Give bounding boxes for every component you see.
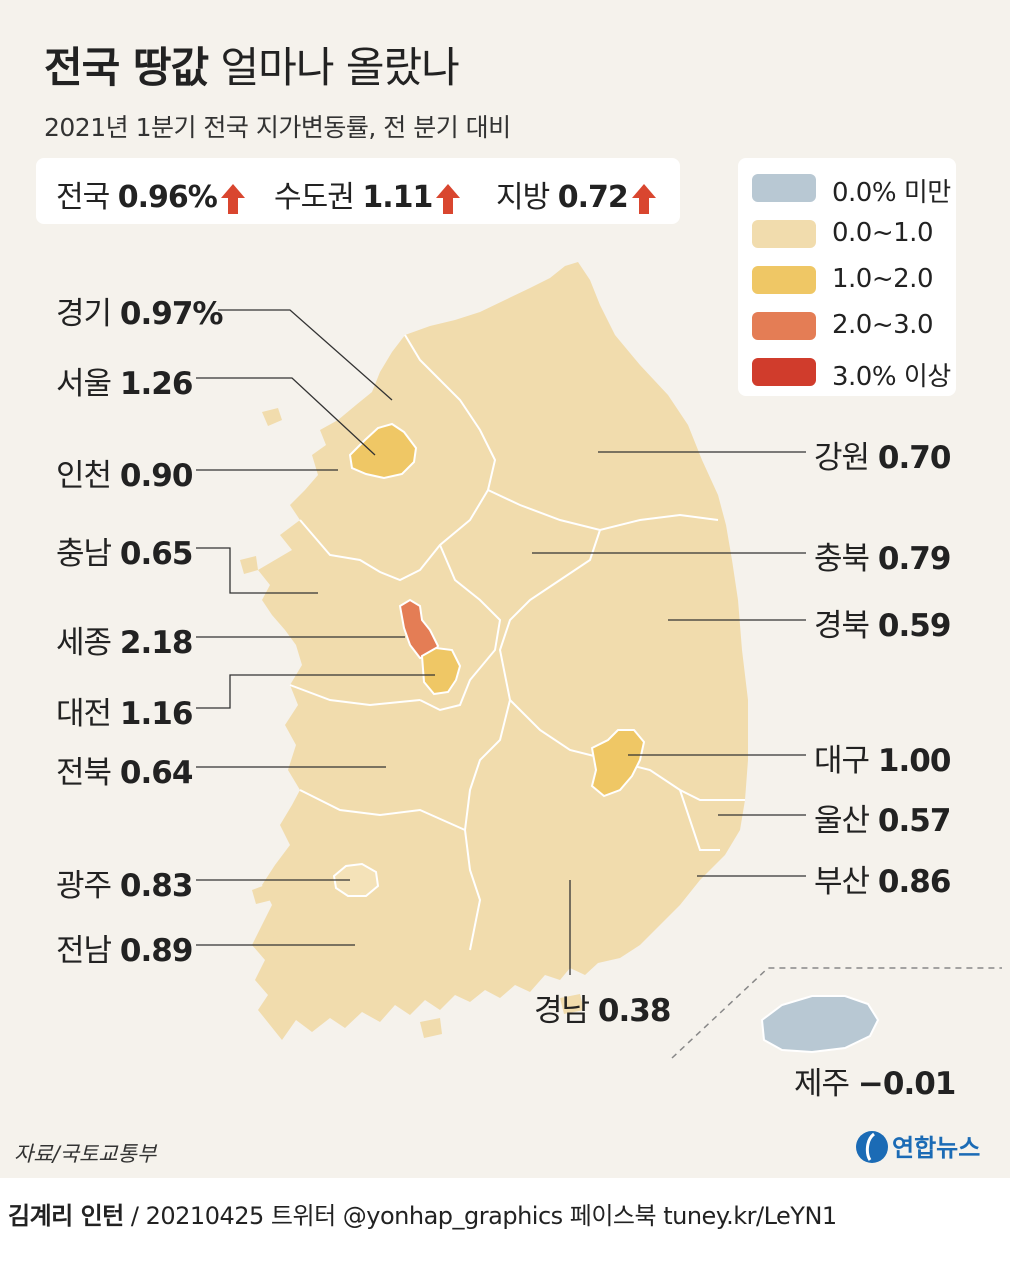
credit-line: 김계리 인턴 / 20210425 트위터 @yonhap_graphics 페… xyxy=(8,1196,837,1231)
label-sejong: 세종 2.18 xyxy=(56,625,193,661)
island-shape xyxy=(240,556,258,574)
subtitle: 2021년 1분기 전국 지가변동률, 전 분기 대비 xyxy=(44,113,511,142)
label-gyeongnam: 경남 0.38 xyxy=(534,993,671,1029)
title-rest: 얼마나 올랐나 xyxy=(220,43,460,92)
label-chungbuk: 충북 0.79 xyxy=(814,541,951,577)
legend-swatch xyxy=(752,358,816,386)
island-shape xyxy=(252,884,272,904)
title-bold: 전국 땅값 xyxy=(44,43,209,92)
label-jeju: 제주 −0.01 xyxy=(794,1066,956,1102)
label-daejeon: 대전 1.16 xyxy=(56,696,193,732)
up-arrow-icon xyxy=(631,183,656,214)
label-ulsan: 울산 0.57 xyxy=(814,803,951,839)
label-chungnam: 충남 0.65 xyxy=(56,536,193,572)
legend: 0.0% 미만 0.0~1.0 1.0~2.0 2.0~3.0 3.0% 이상 xyxy=(738,158,956,396)
island-shape xyxy=(268,996,286,1016)
summary-national: 전국 0.96% xyxy=(56,172,245,216)
label-gyeonggi: 경기 0.97% xyxy=(56,296,223,332)
label-gwangju: 광주 0.83 xyxy=(56,868,193,904)
credit-author: 김계리 인턴 xyxy=(8,1202,124,1230)
label-seoul: 서울 1.26 xyxy=(56,366,193,402)
up-arrow-icon xyxy=(220,183,245,214)
sejong-shape xyxy=(398,598,440,660)
page-title: 전국 땅값 얼마나 올랐나 xyxy=(44,34,460,95)
island-shape xyxy=(262,408,282,426)
jeju-shape xyxy=(760,995,880,1054)
label-daegu: 대구 1.00 xyxy=(814,743,951,779)
legend-swatch xyxy=(752,220,816,248)
label-gangwon: 강원 0.70 xyxy=(814,440,951,476)
legend-swatch xyxy=(752,174,816,202)
gwangju-shape xyxy=(332,862,380,897)
label-busan: 부산 0.86 xyxy=(814,864,951,900)
island-shape xyxy=(262,936,282,956)
island-shape xyxy=(560,994,584,1014)
korea-map xyxy=(196,262,1002,1059)
logo-mark-icon: 연합뉴스 xyxy=(856,1131,980,1163)
jeju-inset-divider xyxy=(671,967,1002,1059)
label-gyeongbuk: 경북 0.59 xyxy=(814,608,951,644)
seoul-shape xyxy=(348,422,418,480)
label-incheon: 인천 0.90 xyxy=(56,458,193,494)
summary-provinces: 지방 0.72 xyxy=(496,172,656,216)
summary-box: 전국 0.96% 수도권 1.11 지방 0.72 xyxy=(36,158,680,224)
summary-capital: 수도권 1.11 xyxy=(274,172,461,216)
leader-lines xyxy=(196,309,806,975)
island-shape xyxy=(420,1018,442,1038)
legend-swatch xyxy=(752,312,816,340)
yonhap-logo: 연합뉴스 xyxy=(852,1124,1002,1174)
label-jeonnam: 전남 0.89 xyxy=(56,933,193,969)
credit-rest: / 20210425 트위터 @yonhap_graphics 페이스북 tun… xyxy=(130,1202,837,1230)
daejeon-shape xyxy=(420,646,462,696)
up-arrow-icon xyxy=(436,183,461,214)
label-jeonbuk: 전북 0.64 xyxy=(56,755,193,791)
logo-text: 연합뉴스 xyxy=(892,1134,980,1162)
source-note: 자료/국토교통부 xyxy=(14,1142,157,1166)
daegu-shape xyxy=(590,729,646,798)
legend-swatch xyxy=(752,266,816,294)
